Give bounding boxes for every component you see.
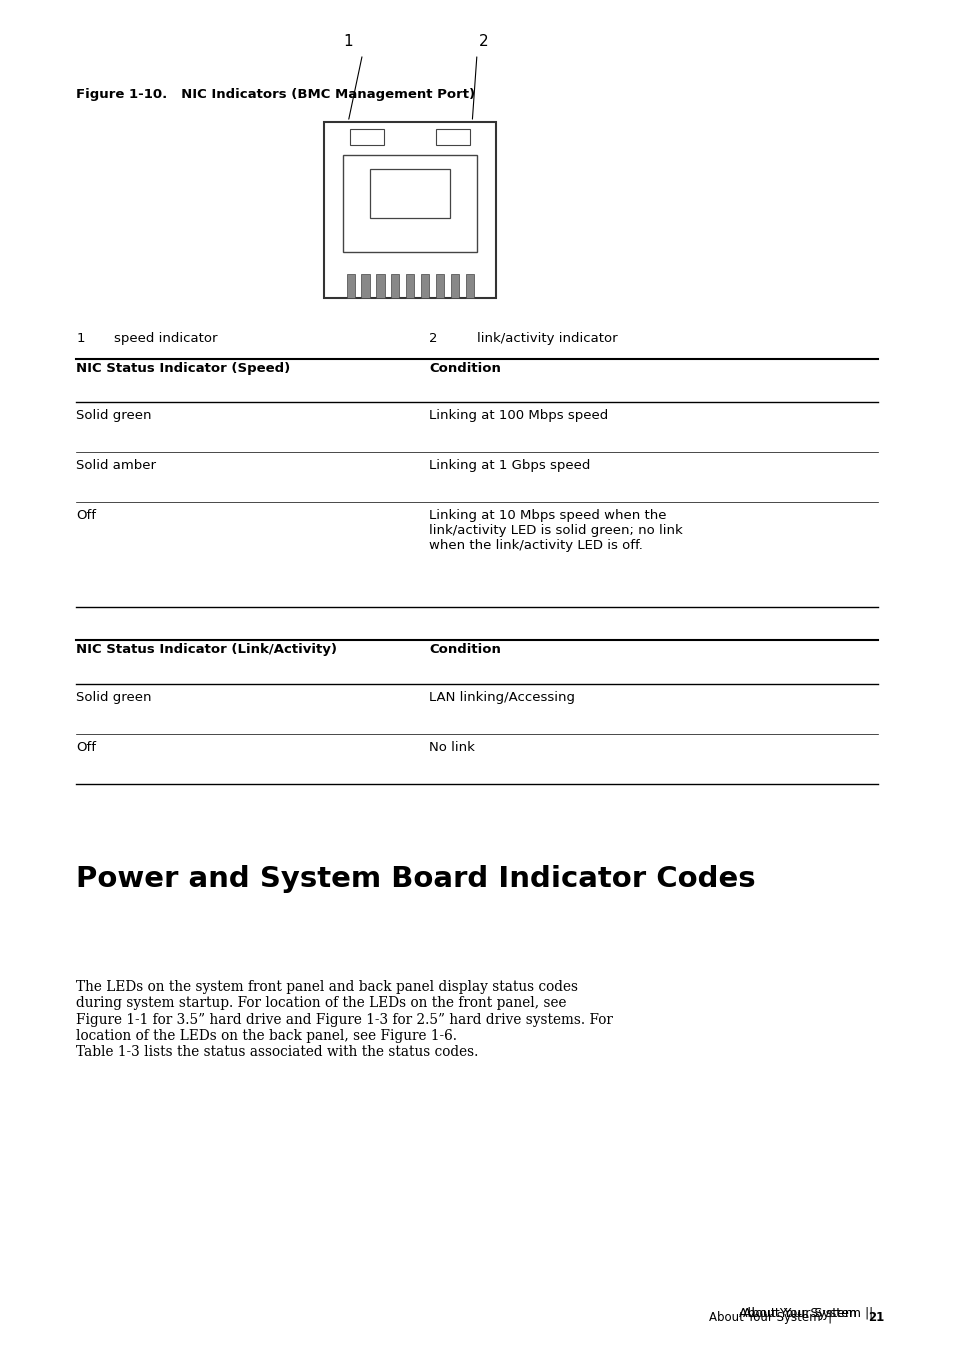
Text: Solid green: Solid green [76, 409, 152, 422]
Bar [324, 122, 496, 298]
Bar [436, 274, 444, 298]
Text: Linking at 100 Mbps speed: Linking at 100 Mbps speed [429, 409, 608, 422]
Bar [361, 274, 370, 298]
Bar [375, 274, 384, 298]
Text: Off: Off [76, 741, 96, 754]
Text: About Your System  |: About Your System | [708, 1311, 839, 1324]
Text: The LEDs on the system front panel and back panel display status codes
during sy: The LEDs on the system front panel and b… [76, 980, 613, 1059]
Text: link/activity indicator: link/activity indicator [476, 332, 617, 345]
Bar [391, 274, 399, 298]
Bar [343, 154, 476, 252]
Text: 21: 21 [867, 1311, 883, 1324]
Text: speed indicator: speed indicator [114, 332, 217, 345]
Text: 1: 1 [76, 332, 85, 345]
Bar [370, 169, 450, 218]
Bar [350, 129, 384, 145]
Text: About Your System  |: About Your System | [739, 1307, 877, 1320]
Text: Solid amber: Solid amber [76, 459, 156, 473]
Bar [465, 274, 474, 298]
Text: About Your System  |: About Your System | [742, 1307, 877, 1320]
Text: 2: 2 [478, 34, 488, 49]
Text: NIC Status Indicator (Link/Activity): NIC Status Indicator (Link/Activity) [76, 643, 337, 657]
Text: Figure 1-10.   NIC Indicators (BMC Management Port): Figure 1-10. NIC Indicators (BMC Managem… [76, 88, 475, 102]
Text: Solid green: Solid green [76, 691, 152, 704]
Text: Condition: Condition [429, 362, 500, 375]
Bar [406, 274, 414, 298]
Text: No link: No link [429, 741, 475, 754]
Text: NIC Status Indicator (Speed): NIC Status Indicator (Speed) [76, 362, 291, 375]
Bar [346, 274, 355, 298]
Text: 2: 2 [429, 332, 437, 345]
Text: Power and System Board Indicator Codes: Power and System Board Indicator Codes [76, 865, 755, 894]
Text: Condition: Condition [429, 643, 500, 657]
Text: Linking at 10 Mbps speed when the
link/activity LED is solid green; no link
when: Linking at 10 Mbps speed when the link/a… [429, 509, 682, 552]
Text: 1: 1 [343, 34, 353, 49]
Text: LAN linking/Accessing: LAN linking/Accessing [429, 691, 575, 704]
Text: Off: Off [76, 509, 96, 523]
Bar [450, 274, 458, 298]
Text: Linking at 1 Gbps speed: Linking at 1 Gbps speed [429, 459, 590, 473]
Bar [436, 129, 470, 145]
Bar [420, 274, 429, 298]
